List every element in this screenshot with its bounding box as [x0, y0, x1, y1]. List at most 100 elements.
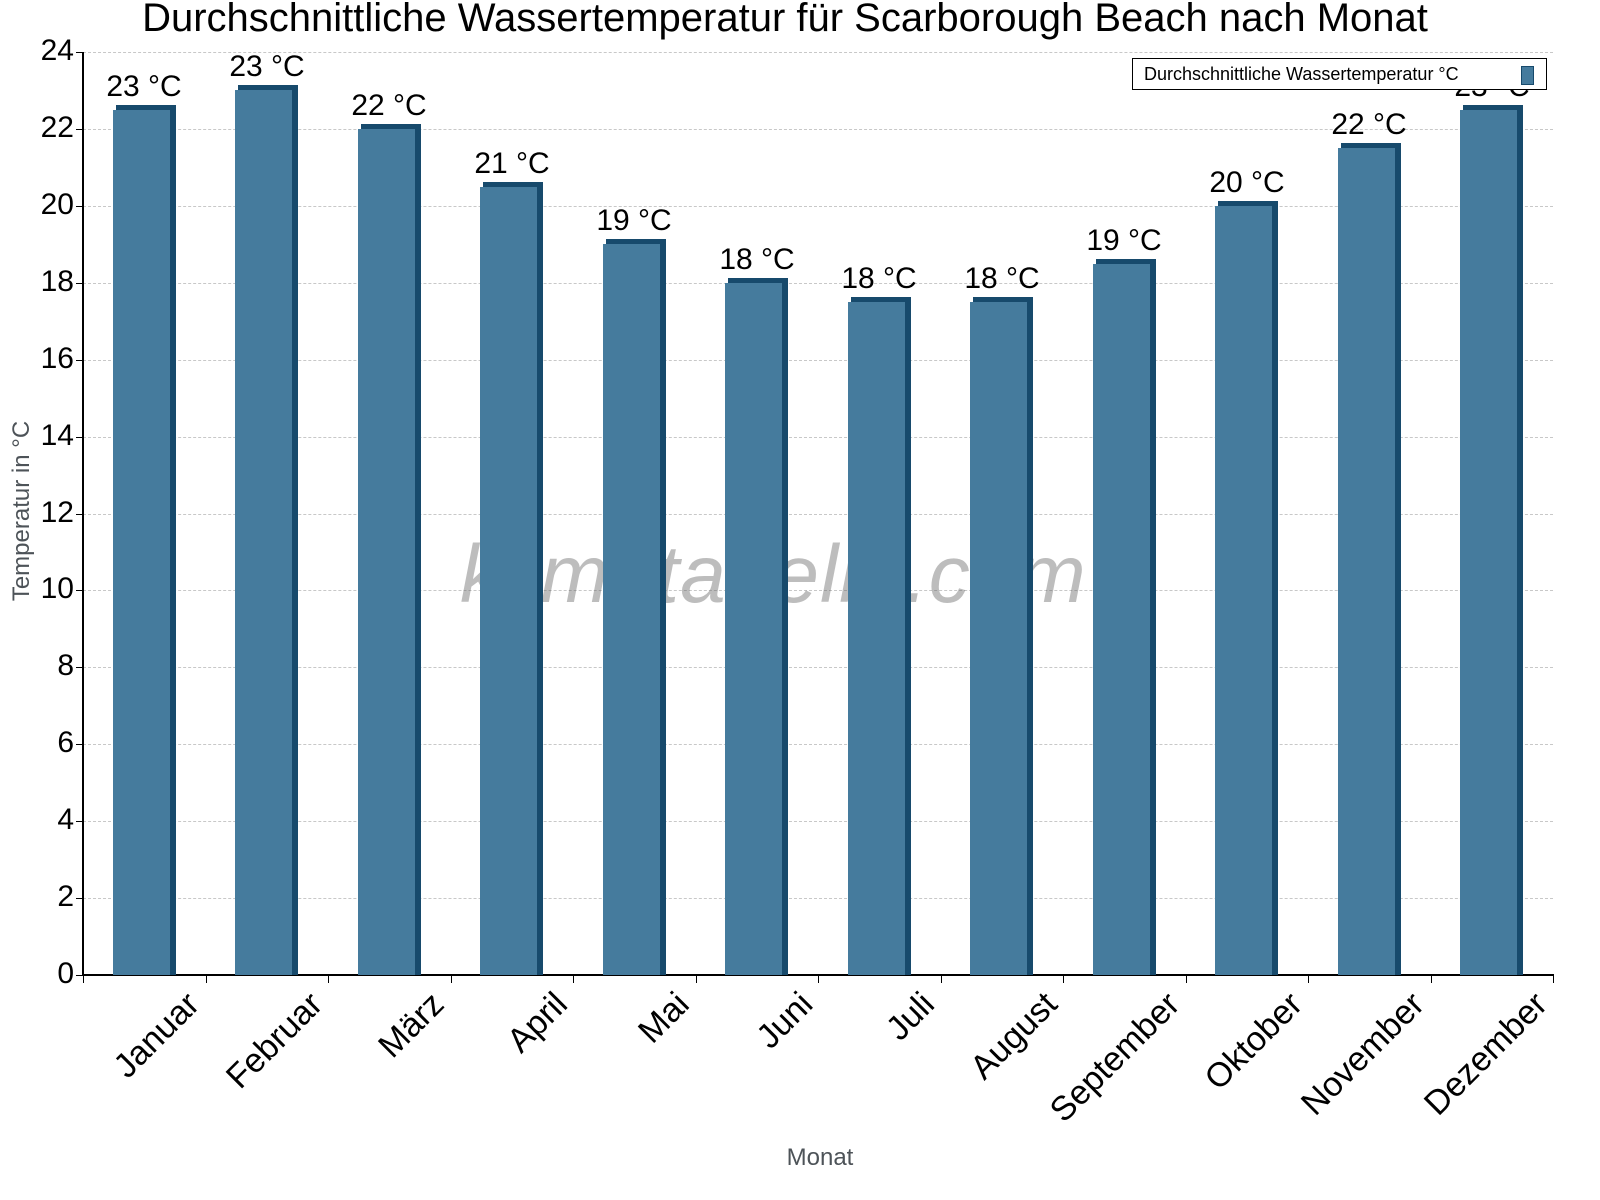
y-tick-label: 6: [57, 726, 74, 759]
bar-top: [606, 239, 666, 244]
x-tick: [818, 975, 819, 983]
bar-juli: [848, 297, 911, 975]
legend: Durchschnittliche Wassertemperatur °C: [1132, 58, 1547, 90]
x-tick: [696, 975, 697, 983]
y-tick: [76, 975, 83, 976]
data-label: 22 °C: [1331, 108, 1407, 141]
bar-august: [970, 297, 1033, 975]
bar-november: [1338, 143, 1401, 975]
grid-line: [83, 514, 1553, 515]
y-tick: [76, 283, 83, 284]
data-label: 18 °C: [841, 262, 917, 295]
grid-line: [83, 206, 1553, 207]
x-tick: [206, 975, 207, 983]
bar-märz: [358, 124, 421, 975]
grid-line: [83, 129, 1553, 130]
x-tick: [1553, 975, 1554, 983]
bar-top: [483, 182, 543, 187]
x-tick-label: Dezember: [1417, 985, 1555, 1123]
x-tick-label: April: [499, 985, 575, 1060]
grid-line: [83, 821, 1553, 822]
y-tick-label: 22: [40, 111, 74, 144]
grid-line: [83, 744, 1553, 745]
y-tick-label: 2: [57, 880, 74, 913]
legend-label: Durchschnittliche Wassertemperatur °C: [1144, 64, 1459, 84]
bar-top: [1218, 201, 1278, 206]
y-tick: [76, 437, 83, 438]
y-tick: [76, 129, 83, 130]
bar-mai: [603, 239, 666, 975]
bar-januar: [113, 105, 176, 975]
y-tick-label: 0: [57, 957, 74, 990]
y-axis-title: Temperatur in °C: [8, 420, 35, 602]
bar-shadow: [415, 129, 421, 975]
x-tick-label: November: [1294, 985, 1432, 1123]
x-tick: [1431, 975, 1432, 983]
grid-line: [83, 283, 1553, 284]
y-tick: [76, 667, 83, 668]
y-tick-label: 16: [40, 342, 74, 375]
x-tick: [1186, 975, 1187, 983]
data-label: 18 °C: [719, 243, 795, 276]
y-axis-line: [82, 52, 84, 976]
grid-line: [83, 590, 1553, 591]
grid-line: [83, 437, 1553, 438]
x-tick-label: Juni: [748, 985, 820, 1056]
bar-april: [480, 182, 543, 975]
bar-shadow: [1395, 148, 1401, 975]
bar-shadow: [537, 187, 543, 975]
data-label: 22 °C: [351, 89, 427, 122]
x-axis-title: Monat: [786, 1144, 854, 1171]
grid-line: [83, 360, 1553, 361]
y-tick: [76, 360, 83, 361]
x-tick: [1063, 975, 1064, 983]
x-tick-label: Januar: [106, 985, 207, 1086]
x-tick: [451, 975, 452, 983]
bar-top: [361, 124, 421, 129]
bar-top: [238, 85, 298, 90]
bar-top: [1341, 143, 1401, 148]
y-tick: [76, 744, 83, 745]
bar-juni: [725, 278, 788, 975]
y-tick-label: 18: [40, 265, 74, 298]
bar-shadow: [170, 110, 176, 975]
bar-shadow: [292, 90, 298, 975]
bar-shadow: [1027, 302, 1033, 975]
x-tick-label: August: [963, 985, 1065, 1087]
grid-line: [83, 52, 1553, 53]
data-label: 19 °C: [596, 204, 672, 237]
bar-top: [728, 278, 788, 283]
bar-shadow: [660, 244, 666, 975]
data-label: 21 °C: [474, 147, 550, 180]
bar-september: [1093, 259, 1156, 975]
y-tick-label: 10: [40, 572, 74, 605]
y-tick: [76, 206, 83, 207]
y-tick: [76, 821, 83, 822]
y-tick-label: 24: [40, 34, 74, 67]
bar-top: [116, 105, 176, 110]
grid-line: [83, 667, 1553, 668]
y-tick: [76, 898, 83, 899]
bar-top: [851, 297, 911, 302]
x-tick: [328, 975, 329, 983]
y-tick-label: 4: [57, 803, 74, 836]
x-tick: [1308, 975, 1309, 983]
x-tick: [573, 975, 574, 983]
x-tick-label: Juli: [878, 985, 942, 1048]
bar-februar: [235, 85, 298, 975]
legend-swatch-icon: [1521, 66, 1534, 85]
y-tick: [76, 590, 83, 591]
data-label: 23 °C: [229, 50, 305, 83]
x-tick-label: Mai: [631, 985, 697, 1051]
bar-oktober: [1215, 201, 1278, 975]
bar-top: [1096, 259, 1156, 264]
x-tick-label: Oktober: [1197, 985, 1310, 1098]
x-tick: [83, 975, 84, 983]
y-tick-label: 12: [40, 496, 74, 529]
y-tick: [76, 52, 83, 53]
data-label: 18 °C: [964, 262, 1040, 295]
y-tick: [76, 514, 83, 515]
bar-shadow: [1272, 206, 1278, 975]
data-label: 19 °C: [1086, 224, 1162, 257]
bar-shadow: [1517, 110, 1523, 975]
